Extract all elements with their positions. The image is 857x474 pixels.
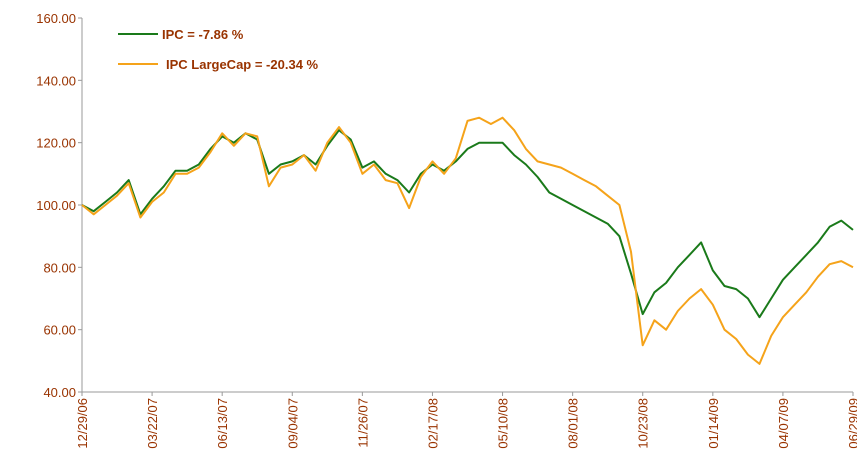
x-tick-label: 11/26/07 (355, 398, 370, 448)
y-tick-label: 120.00 (36, 136, 76, 151)
series-line (81, 129, 854, 319)
x-tick-label: 05/10/08 (496, 398, 511, 449)
x-tick-label: 09/04/07 (285, 398, 300, 449)
y-tick-label: 100.00 (36, 198, 76, 213)
y-tick-label: 60.00 (43, 323, 76, 338)
y-tick-label: 140.00 (36, 73, 76, 88)
x-tick-label: 12/29/06 (75, 398, 90, 449)
x-tick-label: 08/01/08 (566, 398, 581, 449)
legend-label: IPC = -7.86 % (162, 27, 244, 42)
legend-label: IPC LargeCap = -20.34 % (166, 57, 319, 72)
y-tick-label: 160.00 (36, 11, 76, 26)
x-tick-label: 03/22/07 (145, 398, 160, 449)
x-tick-label: 01/14/09 (706, 398, 721, 449)
y-tick-label: 40.00 (43, 385, 76, 400)
x-tick-label: 02/17/08 (425, 398, 440, 449)
y-tick-label: 80.00 (43, 260, 76, 275)
x-tick-label: 10/23/08 (636, 398, 651, 449)
x-tick-label: 04/07/09 (776, 398, 791, 449)
x-tick-label: 06/13/07 (215, 398, 230, 449)
series-line (81, 116, 854, 365)
x-tick-label: 06/29/09 (846, 398, 857, 449)
